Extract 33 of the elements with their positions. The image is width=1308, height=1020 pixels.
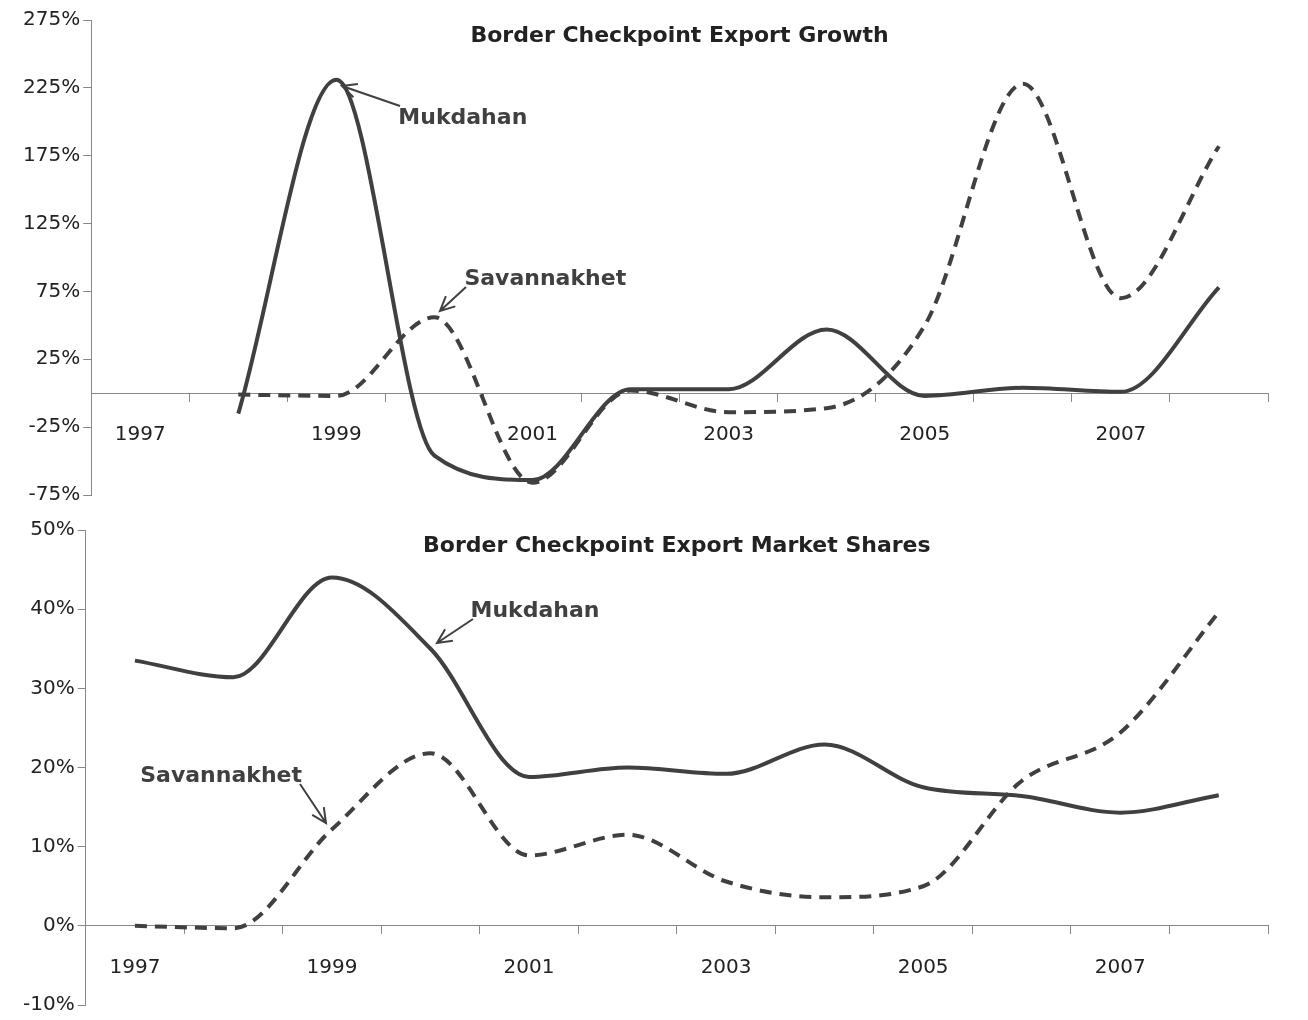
y-tick-label: 40% <box>30 595 75 620</box>
x-tick-label: 2007 <box>1094 954 1146 979</box>
y-tick-label: 125% <box>22 209 81 234</box>
y-tick-label: 225% <box>22 74 81 99</box>
y-tick-label: 275% <box>22 6 81 31</box>
x-tick-label: 2001 <box>507 421 558 446</box>
x-tick-label: 2003 <box>700 954 752 979</box>
series-label: Mukdahan <box>398 103 528 129</box>
chart-title: Border Checkpoint Export Market Shares <box>423 532 931 557</box>
y-tick-label: -25% <box>28 413 81 438</box>
y-tick-label: 50% <box>30 516 75 541</box>
y-tick-label: 30% <box>30 674 75 699</box>
y-tick-label: 10% <box>30 832 75 857</box>
y-tick-label: 75% <box>35 277 81 302</box>
x-tick-label: 2005 <box>897 954 949 979</box>
x-tick-label: 2007 <box>1095 421 1147 446</box>
x-tick-label: 2003 <box>703 421 755 446</box>
x-tick-label: 1997 <box>114 421 166 446</box>
y-tick-label: 25% <box>35 345 81 370</box>
y-tick-label: 175% <box>22 141 81 166</box>
y-tick-label: -75% <box>28 481 81 506</box>
y-tick-label: 0% <box>42 912 75 937</box>
x-tick-label: 1999 <box>306 954 358 979</box>
x-tick-label: 2001 <box>503 954 555 979</box>
text: Mukdahan <box>470 596 600 622</box>
series-label: Savannakhet <box>464 264 627 290</box>
x-tick-label: 1997 <box>109 954 161 979</box>
y-tick-label: -10% <box>23 991 75 1016</box>
y-tick-label: 20% <box>30 753 75 778</box>
text: Savannakhet <box>140 761 302 787</box>
x-tick-label: 1999 <box>310 421 362 446</box>
chart-title: Border Checkpoint Export Growth <box>470 22 889 47</box>
x-tick-label: 2005 <box>899 421 951 446</box>
